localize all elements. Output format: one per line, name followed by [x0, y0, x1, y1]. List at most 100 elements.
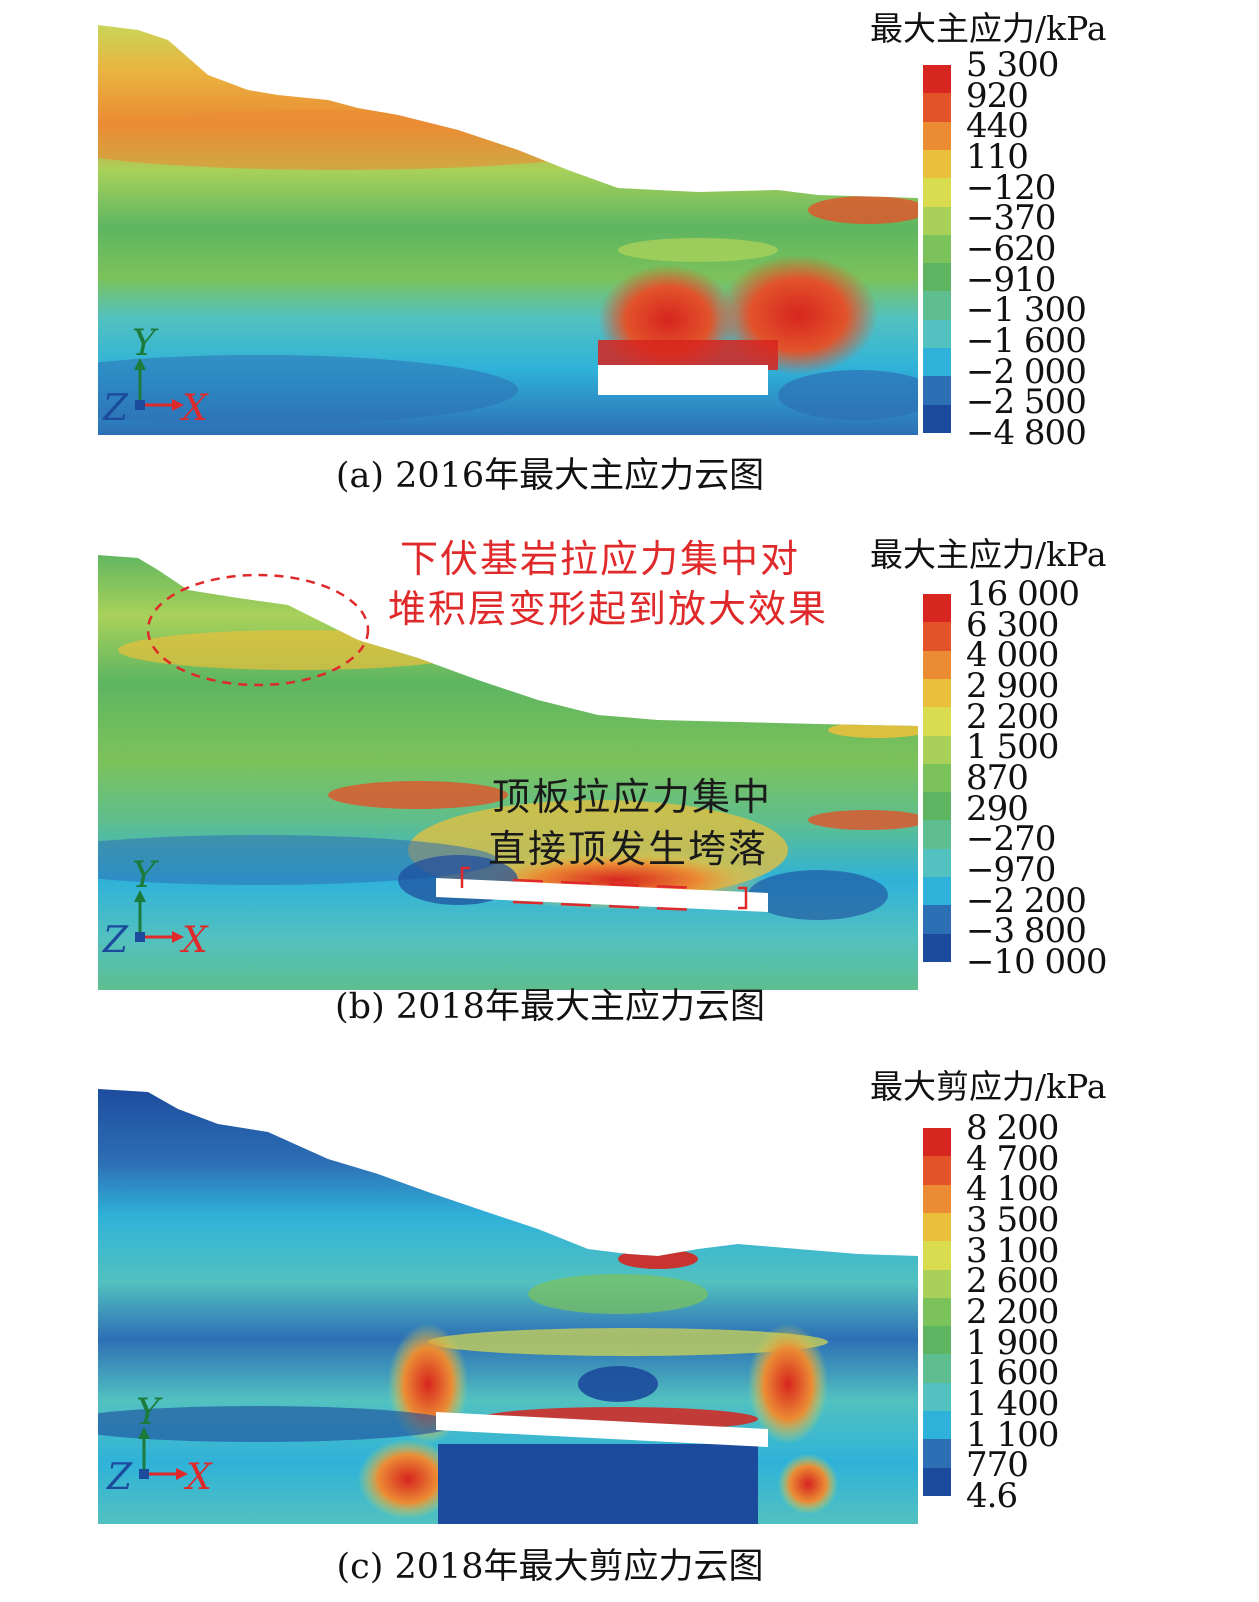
colorbar-segment: [923, 707, 951, 737]
tick: 870: [966, 758, 1029, 798]
contour-svg-c: Y Z X: [98, 1089, 918, 1524]
tick: 8 200: [966, 1108, 1059, 1148]
colorbar-segment: [923, 678, 951, 708]
tick: 3 500: [966, 1200, 1059, 1240]
tick: −910: [966, 259, 1056, 300]
colorbar-segment: [923, 404, 951, 434]
colorbar-segment: [923, 376, 951, 406]
tick: 2 200: [966, 696, 1059, 737]
colorbar-segment: [923, 149, 951, 179]
x-axis-label: X: [183, 1457, 213, 1498]
annotation-roof-line2: 直接顶发生垮落: [488, 827, 769, 871]
contour-plot-c: Y Z X: [98, 1084, 918, 1524]
tick: 16 000: [966, 574, 1080, 614]
y-axis-label: Y: [136, 1392, 163, 1433]
tick: 6 300: [966, 604, 1059, 645]
colorbar-segment: [923, 1354, 951, 1384]
tick: 2 200: [966, 1292, 1059, 1332]
annotation-roof-line1: 顶板拉应力集中: [492, 775, 773, 819]
dashed-line: [512, 900, 699, 912]
colorbar-segment: [923, 1326, 951, 1355]
colorbar-segment: [923, 1467, 951, 1497]
colorbar-segment: [923, 1382, 951, 1412]
colorbar-segment: [923, 933, 951, 963]
colorbar-segment: [923, 1297, 951, 1327]
tick: −270: [966, 819, 1056, 860]
tick: −3 800: [966, 911, 1087, 952]
colorbar-segment: [923, 763, 951, 793]
colorbar-segment: [923, 1212, 951, 1242]
contour-plot-a: Y Z X: [98, 20, 918, 435]
colorbar-segment: [923, 650, 951, 680]
z-axis-label: Z: [102, 920, 129, 961]
tick: −120: [966, 167, 1056, 208]
tick: 3 100: [966, 1230, 1059, 1271]
tick: 440: [966, 106, 1029, 147]
dashed-ellipse-highlight: [146, 573, 370, 687]
annotation-bedrock-line1: 下伏基岩拉应力集中对: [400, 537, 801, 581]
tick: 4 700: [966, 1138, 1059, 1179]
colorbar-segment: [923, 1411, 951, 1440]
colorbar-segment: [923, 291, 951, 321]
tick: −2 200: [966, 880, 1087, 921]
panel-c: Y Z X 最大剪应力/kPa 8 200 4 700 4 100 3 500 …: [0, 1058, 1259, 1602]
legend-title-a: 最大主应力/kPa: [870, 9, 1107, 48]
colorbar-segment: [923, 178, 951, 208]
tick: −2 500: [966, 382, 1087, 423]
colorbar-segment: [923, 1269, 951, 1299]
colorbar-segment: [923, 1241, 951, 1271]
colorbar-a: [923, 65, 951, 434]
axis-triad-a: Y Z X: [102, 323, 209, 429]
tick: 4 100: [966, 1169, 1059, 1210]
tick: −1 600: [966, 321, 1087, 361]
tick: −4 800: [966, 413, 1087, 453]
contour-plot-b: Y Z X: [98, 550, 918, 990]
y-axis-label: Y: [132, 855, 159, 896]
tick: −10 000: [966, 942, 1107, 982]
colorbar-segment: [923, 121, 951, 151]
tick: 4.6: [966, 1476, 1018, 1516]
mined-goaf: [436, 1412, 768, 1447]
caption-a: (a) 2016年最大主应力云图: [335, 456, 765, 496]
contour-svg-a: Y Z X: [98, 25, 918, 435]
tick: 110: [966, 137, 1029, 177]
colorbar-segment: [923, 65, 951, 94]
colorbar-segment: [923, 848, 951, 878]
colorbar-b: [923, 594, 951, 963]
tick: 2 600: [966, 1261, 1059, 1302]
colorbar-segment: [923, 206, 951, 236]
colorbar-segment: [923, 1156, 951, 1186]
x-axis-label: X: [179, 388, 209, 429]
axis-triad-b: Y Z X: [102, 855, 209, 961]
dashed-line: [512, 878, 699, 890]
z-axis-label: Z: [106, 1457, 133, 1498]
z-axis-label: Z: [102, 388, 129, 429]
tick: 1 100: [966, 1414, 1059, 1455]
tick: 4 000: [966, 635, 1059, 676]
colorbar-segment: [923, 622, 951, 652]
caption-c: (c) 2018年最大剪应力云图: [336, 1547, 764, 1587]
colorbar-segment: [923, 792, 951, 821]
panel-a: Y Z X 最大主应力/kPa 5 300 920 440 110 −120 −…: [0, 0, 1259, 500]
colorbar-segment: [923, 735, 951, 765]
panel-b: Y Z X 下伏基岩拉应力集中对 堆积层变形起到放大效果 顶板拉应力集中 直接顶…: [0, 528, 1259, 1038]
caption-b: (b) 2018年最大主应力云图: [335, 987, 765, 1027]
tick: −1 300: [966, 290, 1087, 331]
tick: 920: [966, 75, 1029, 116]
tick: 770: [966, 1445, 1029, 1486]
colorbar-segment: [923, 234, 951, 264]
contour-svg-b: Y Z X: [98, 555, 918, 990]
annotation-bedrock-line2: 堆积层变形起到放大效果: [388, 587, 829, 631]
colorbar-segment: [923, 820, 951, 850]
colorbar-segment: [923, 263, 951, 292]
colorbar-segment: [923, 1128, 951, 1157]
tick: −970: [966, 850, 1056, 890]
colorbar-segment: [923, 319, 951, 349]
colorbar-segment: [923, 1439, 951, 1469]
colorbar-segment: [923, 877, 951, 906]
axis-triad-c: Y Z X: [106, 1392, 213, 1498]
colorbar-segment: [923, 905, 951, 935]
y-axis-label: Y: [132, 323, 159, 364]
colorbar-segment: [923, 1184, 951, 1214]
colorbar-segment: [923, 594, 951, 623]
